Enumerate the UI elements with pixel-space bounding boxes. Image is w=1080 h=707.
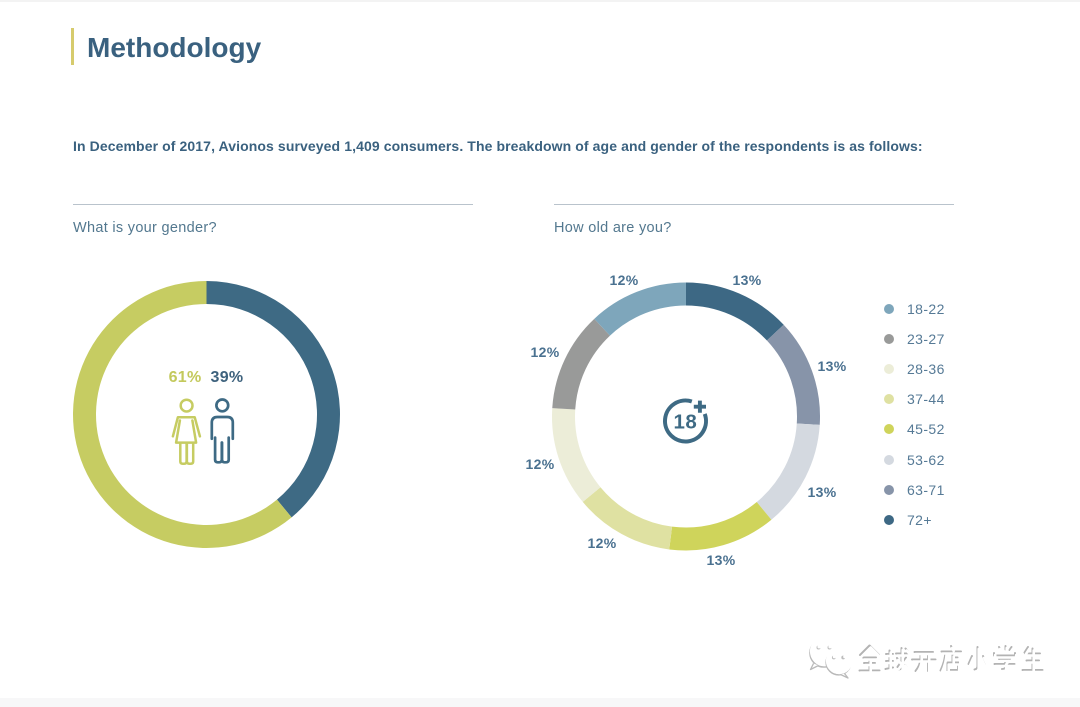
- svg-text:18: 18: [673, 410, 697, 433]
